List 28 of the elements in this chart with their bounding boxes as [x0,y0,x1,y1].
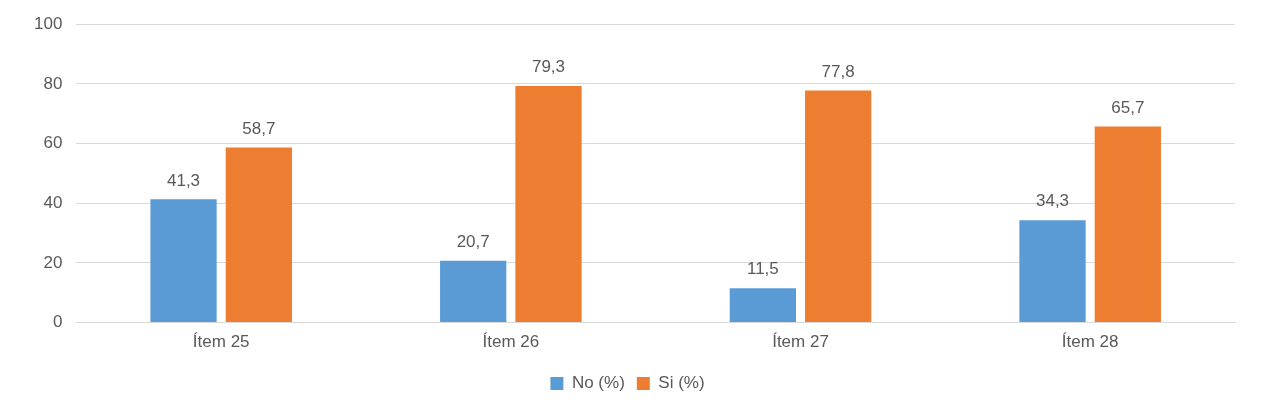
data-label: 34,3 [1035,191,1070,211]
legend-label: No (%) [571,373,625,393]
data-label: 79,3 [531,57,566,77]
data-label: 41,3 [166,170,201,190]
data-label: 20,7 [456,232,490,252]
bar [1019,220,1086,323]
x-tick-label: Ítem 26 [482,332,540,352]
y-tick-label: 60 [43,133,63,153]
y-tick-label: 80 [43,73,63,93]
y-tick-label: 100 [33,13,63,33]
y-tick-label: 40 [43,192,63,212]
x-tick-label: Ítem 28 [1061,332,1119,352]
data-label: 58,7 [242,118,276,138]
bar [805,90,872,323]
x-tick-label: Ítem 25 [192,332,250,352]
x-tick-label: Ítem 27 [772,332,829,352]
bar [150,199,217,323]
data-label: 11,5 [746,259,779,279]
bar [729,288,796,323]
y-tick-label: 0 [52,312,63,332]
legend-label: Si (%) [658,373,705,393]
data-label: 77,8 [821,61,855,81]
bar [440,260,507,323]
bar [1094,126,1161,323]
bar [225,147,292,323]
y-tick-label: 20 [43,252,63,272]
data-label: 65,7 [1111,97,1145,117]
bar [515,85,582,323]
